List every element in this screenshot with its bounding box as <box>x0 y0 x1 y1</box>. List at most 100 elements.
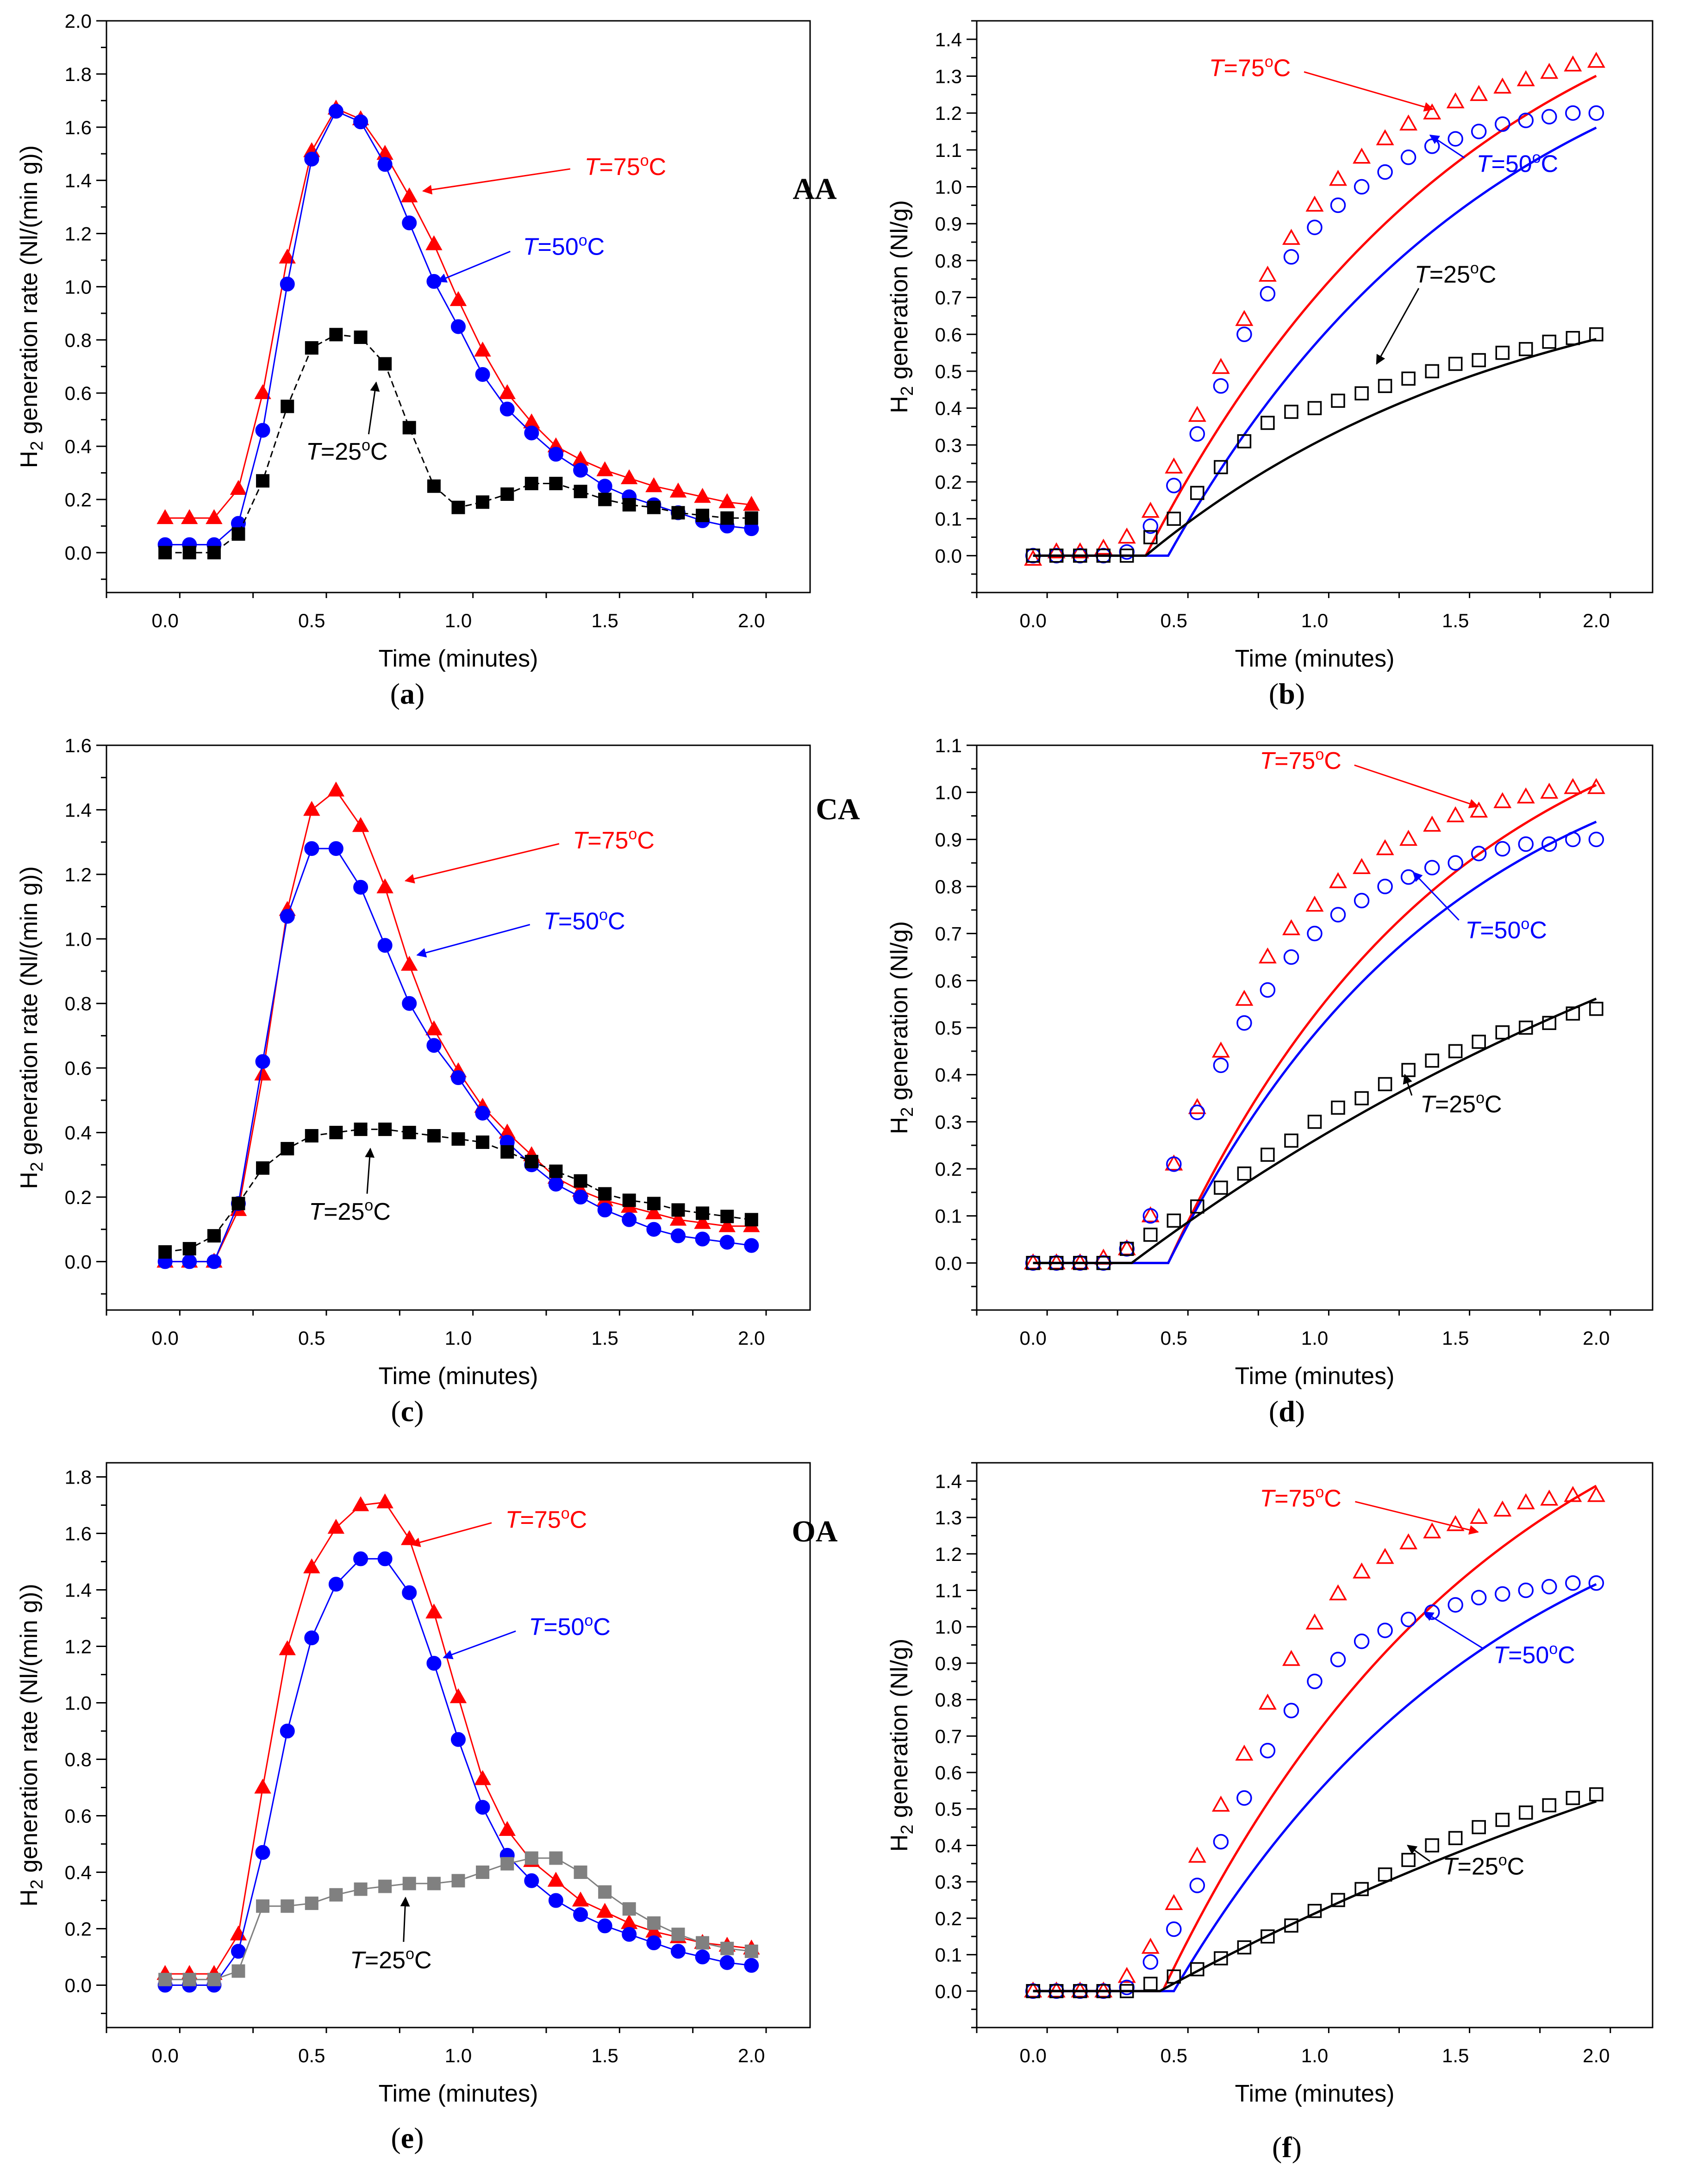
data-point-t75c <box>1258 1693 1277 1710</box>
y-tick-label: 0.6 <box>935 1762 962 1784</box>
annotation-arrow <box>1354 764 1479 809</box>
series-t25c <box>1026 327 1604 563</box>
data-point-t25c <box>354 1123 368 1136</box>
plot-frame <box>976 744 1654 1311</box>
data-point-t75c <box>1353 858 1371 874</box>
data-point-t50c <box>255 423 270 438</box>
x-tick-label: 2.0 <box>738 2045 765 2066</box>
data-point-t75c <box>1329 872 1347 888</box>
data-point-t25c <box>476 1866 490 1879</box>
data-point-t50c <box>1283 1703 1299 1718</box>
series-label-t50c: T=50°CT=50oC <box>1477 149 1558 178</box>
data-point-t25c <box>354 331 368 344</box>
data-point-t75c <box>1376 839 1394 855</box>
data-point-t25c <box>696 508 710 522</box>
data-point-t25c <box>574 1866 587 1879</box>
data-point-t75c <box>1564 778 1582 794</box>
data-point-t50c <box>548 447 563 462</box>
data-point-t75c <box>1470 1508 1488 1524</box>
data-point-t50c <box>1236 1790 1252 1806</box>
data-point-t25c <box>1167 1213 1181 1228</box>
data-point-t50c <box>573 1907 588 1922</box>
data-point-t50c <box>597 1202 612 1217</box>
series-label-t50c: T=50°CT=50oC <box>1465 915 1547 944</box>
data-point-t75c <box>645 477 662 493</box>
data-point-t25c <box>1542 1798 1556 1813</box>
data-point-t50c <box>451 319 466 334</box>
y-tick-label: 1.0 <box>65 928 92 950</box>
data-point-t75c <box>645 1204 662 1219</box>
fit-curve-t75c <box>1033 75 1597 557</box>
data-point-t50c <box>1377 164 1393 180</box>
data-point-t25c <box>1378 1867 1392 1882</box>
y-tick-label: 0.4 <box>65 1122 92 1144</box>
data-point-t25c <box>1073 1256 1087 1270</box>
x-tick-label: 1.0 <box>445 1327 472 1349</box>
data-point-t75c <box>425 1020 443 1036</box>
data-point-t25c <box>1307 1115 1322 1129</box>
data-point-t75c <box>327 1519 345 1534</box>
data-point-t75c <box>206 509 223 524</box>
y-tick-label: 0.2 <box>935 1158 962 1180</box>
data-point-t50c <box>1236 326 1252 343</box>
data-point-t50c <box>671 1228 686 1243</box>
data-point-t75c <box>1024 549 1042 566</box>
x-tick-label: 0.5 <box>298 1327 325 1349</box>
y-tick-label: 0.5 <box>935 361 962 382</box>
y-tick-label: 0.4 <box>935 398 962 419</box>
data-point-t50c <box>377 938 393 953</box>
data-point-t25c <box>1237 1940 1252 1955</box>
data-point-t50c <box>1330 197 1346 213</box>
data-point-t25c <box>1472 1035 1486 1049</box>
x-tick-label: 0.0 <box>1019 2045 1046 2066</box>
data-point-t75c <box>1165 457 1183 474</box>
series-t25c <box>1026 1787 1604 1998</box>
panel-caption: (e) <box>391 2122 424 2154</box>
data-point-t75c <box>1305 1613 1324 1630</box>
data-point-t50c <box>402 1585 417 1600</box>
y-tick-label: 1.8 <box>65 63 92 85</box>
data-point-t50c <box>1471 846 1487 861</box>
data-point-t75c <box>1587 51 1605 68</box>
data-point-t75c <box>1141 1206 1160 1223</box>
data-point-t50c <box>1236 1015 1252 1031</box>
y-tick-label: 0.5 <box>935 1798 962 1820</box>
data-point-t25c <box>1167 1969 1181 1984</box>
y-tick-label: 0.9 <box>935 829 962 850</box>
data-point-t50c <box>426 1038 442 1053</box>
y-tick-label: 0.6 <box>935 324 962 345</box>
series-label-t75c: T=75°CT=75oC <box>1260 746 1341 774</box>
panel-caption: (c) <box>391 1395 424 1428</box>
data-point-t50c <box>1189 1104 1205 1120</box>
y-tick-label: 1.4 <box>65 170 92 192</box>
data-point-t75c <box>1258 265 1277 282</box>
data-point-t75c <box>156 509 174 524</box>
data-point-t50c <box>353 880 368 895</box>
y-tick-label: 0.8 <box>935 1689 962 1711</box>
data-point-t25c <box>1307 1903 1322 1918</box>
data-point-t25c <box>158 546 172 560</box>
series-label-t50c: T=50°CT=50oC <box>543 906 625 935</box>
data-point-t50c <box>1283 249 1299 265</box>
annotation-arrow <box>400 1897 410 1942</box>
data-point-t75c <box>449 1688 467 1704</box>
data-point-t50c <box>1377 879 1393 894</box>
series-line-t50c <box>165 1558 752 1986</box>
data-point-t75c <box>1211 1042 1230 1058</box>
data-point-t25c <box>1378 1077 1392 1092</box>
y-tick-label: 0.2 <box>65 1918 92 1940</box>
y-tick-label: 0.8 <box>935 876 962 898</box>
data-point-t50c <box>328 104 343 119</box>
x-tick-label: 1.5 <box>591 2045 618 2066</box>
annotation-arrow <box>416 924 530 958</box>
data-point-t50c <box>377 1551 393 1566</box>
data-point-t25c <box>231 1964 245 1978</box>
data-point-t75c <box>1540 782 1559 799</box>
data-point-t50c <box>695 1231 710 1247</box>
panel-caption: (a) <box>390 677 425 710</box>
series-line-t50c <box>165 848 752 1262</box>
y-tick-label: 1.2 <box>65 864 92 886</box>
data-point-t50c <box>451 1732 466 1747</box>
y-axis-title: H2 generation (Nl/g) <box>886 200 917 413</box>
data-point-t75c <box>669 482 687 498</box>
